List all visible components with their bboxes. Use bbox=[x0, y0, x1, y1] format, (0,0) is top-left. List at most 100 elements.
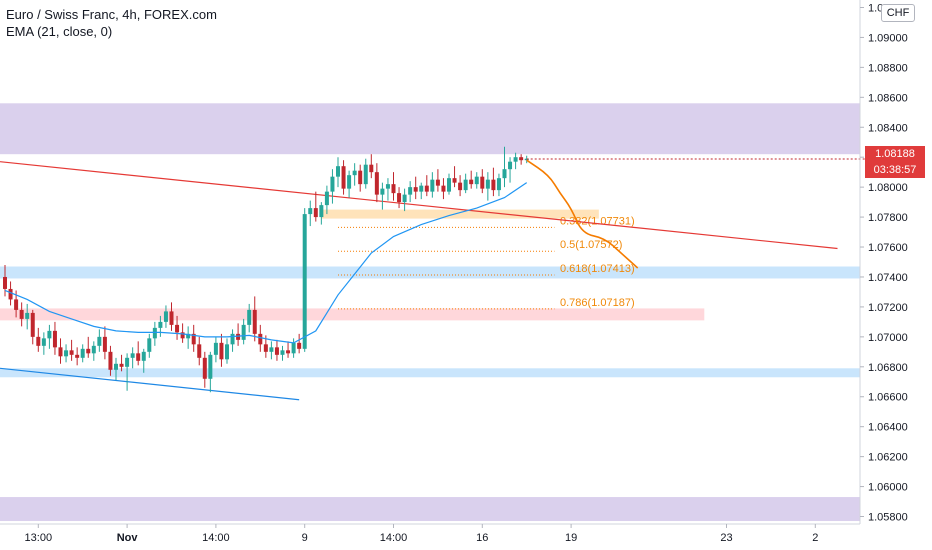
candle bbox=[391, 172, 396, 201]
bar-countdown-label: 03:38:57 bbox=[865, 162, 925, 178]
candle bbox=[441, 178, 446, 200]
candle-body bbox=[402, 194, 407, 203]
candle-body bbox=[447, 178, 451, 192]
candle bbox=[347, 170, 352, 198]
candle bbox=[41, 332, 46, 355]
candle bbox=[502, 146, 507, 188]
candle bbox=[385, 178, 390, 201]
candle bbox=[324, 185, 329, 215]
trendline-blue bbox=[0, 367, 300, 401]
candle-body bbox=[280, 350, 285, 355]
candle-body bbox=[330, 176, 335, 192]
candle-body bbox=[169, 311, 174, 325]
candle bbox=[108, 345, 113, 376]
candle bbox=[380, 182, 385, 210]
candle bbox=[219, 333, 224, 367]
y-tick-label: 1.06200 bbox=[868, 452, 908, 464]
candle-body bbox=[380, 188, 385, 195]
candle bbox=[241, 318, 246, 345]
x-tick-label: Nov bbox=[117, 532, 139, 544]
y-tick-label: 1.07800 bbox=[868, 212, 908, 224]
candle-body bbox=[102, 336, 107, 352]
candle-body bbox=[413, 187, 418, 192]
candle bbox=[474, 172, 479, 189]
candle-body bbox=[141, 351, 146, 361]
candle bbox=[147, 333, 152, 358]
candle bbox=[225, 338, 229, 364]
candle-body bbox=[247, 309, 252, 325]
candle bbox=[152, 321, 157, 346]
zone-orange bbox=[321, 209, 599, 219]
candle bbox=[36, 327, 41, 352]
candle-body bbox=[480, 176, 485, 189]
candle bbox=[313, 191, 318, 222]
candle-body bbox=[252, 309, 257, 334]
candle-body bbox=[408, 187, 413, 195]
candle-body bbox=[225, 344, 229, 360]
y-tick-label: 1.09000 bbox=[868, 32, 908, 44]
candle bbox=[208, 351, 213, 393]
candle-body bbox=[291, 342, 296, 354]
candle bbox=[336, 157, 340, 188]
ema-indicator-label[interactable]: EMA (21, close, 0) bbox=[6, 24, 113, 39]
candle-body bbox=[36, 336, 41, 346]
x-tick-label: 13:00 bbox=[25, 532, 53, 544]
candle-body bbox=[152, 327, 157, 339]
candle-body bbox=[491, 179, 496, 191]
zone-purple bbox=[0, 497, 860, 522]
candle-body bbox=[180, 332, 185, 339]
candle-body bbox=[236, 333, 241, 340]
candle bbox=[496, 173, 501, 197]
candle-body bbox=[324, 191, 329, 206]
candle-body bbox=[458, 182, 463, 191]
x-tick-label: 19 bbox=[565, 532, 577, 544]
y-tick-label: 1.06400 bbox=[868, 422, 908, 434]
candle-body bbox=[197, 344, 202, 358]
candle-body bbox=[147, 338, 152, 352]
candle bbox=[125, 353, 130, 391]
candle bbox=[8, 281, 13, 306]
candle bbox=[458, 175, 463, 197]
candle bbox=[197, 336, 202, 366]
candle-body bbox=[452, 178, 457, 183]
candle-body bbox=[241, 324, 246, 340]
candle bbox=[25, 303, 30, 330]
candle-body bbox=[163, 311, 168, 322]
x-tick-label: 14:00 bbox=[202, 532, 230, 544]
candle bbox=[274, 339, 279, 361]
candle bbox=[447, 173, 451, 195]
candle-body bbox=[47, 330, 52, 339]
candle bbox=[163, 305, 168, 328]
candle-body bbox=[424, 185, 429, 192]
candle-body bbox=[269, 347, 274, 352]
candle-body bbox=[463, 179, 468, 191]
y-tick-label: 1.08600 bbox=[868, 92, 908, 104]
candle-body bbox=[130, 353, 135, 358]
candle bbox=[280, 345, 285, 361]
candle-body bbox=[441, 185, 446, 192]
candle-body bbox=[341, 166, 346, 189]
candle bbox=[352, 163, 357, 186]
x-tick-label: 9 bbox=[302, 532, 308, 544]
trendline-red bbox=[0, 161, 838, 250]
candle bbox=[191, 324, 196, 352]
candle-body bbox=[119, 363, 124, 367]
candle-body bbox=[25, 312, 30, 319]
currency-badge[interactable]: CHF bbox=[881, 4, 915, 22]
fib-level-label: 0.5(1.07572) bbox=[560, 239, 622, 251]
candle-body bbox=[519, 157, 524, 161]
candle bbox=[47, 324, 52, 349]
candle bbox=[491, 167, 496, 197]
fib-level-label: 0.786(1.07187) bbox=[560, 297, 635, 309]
symbol-title: Euro / Swiss Franc, 4h, FOREX.com bbox=[6, 7, 217, 22]
candle-body bbox=[52, 330, 57, 348]
candle-body bbox=[258, 333, 263, 345]
candle bbox=[136, 341, 141, 366]
candle-body bbox=[496, 178, 501, 191]
x-tick-label: 23 bbox=[720, 532, 732, 544]
candle-body bbox=[302, 214, 307, 349]
candle bbox=[319, 202, 324, 225]
candle bbox=[408, 181, 413, 203]
candle-body bbox=[385, 184, 390, 189]
